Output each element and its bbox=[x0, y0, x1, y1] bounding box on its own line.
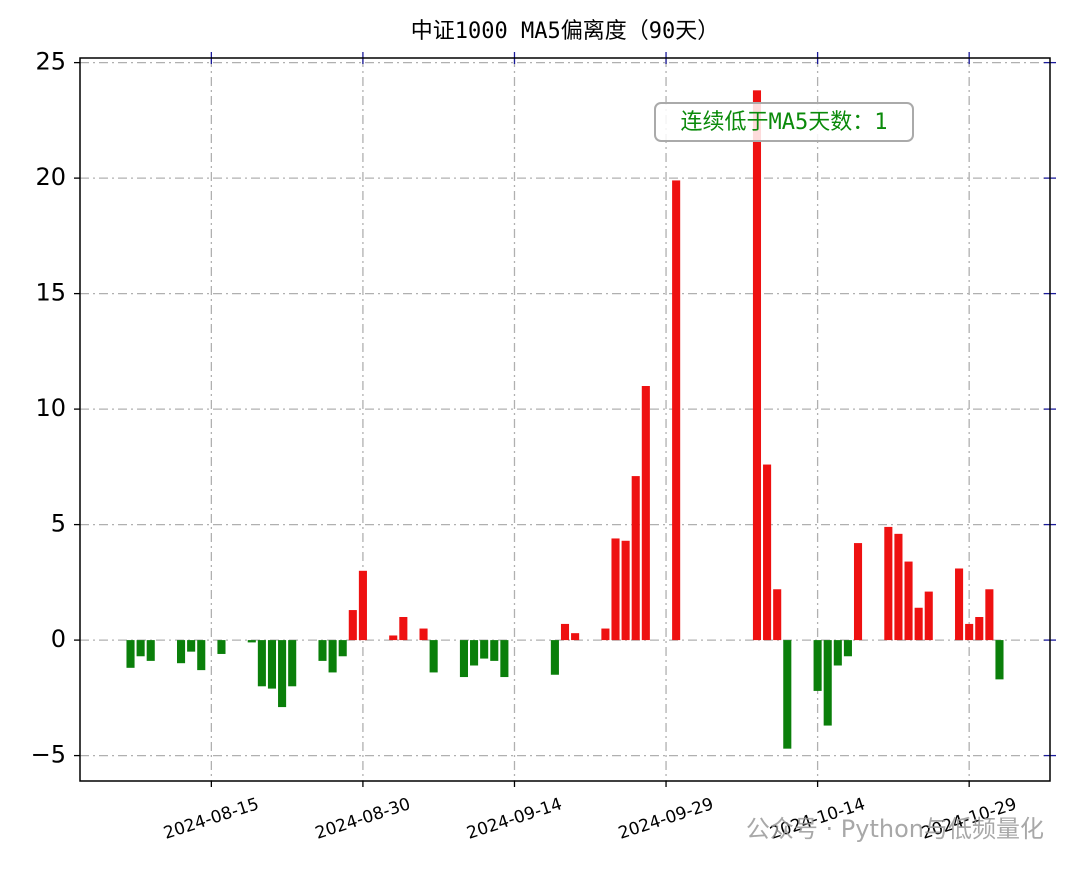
bar bbox=[894, 533, 903, 641]
bar bbox=[985, 589, 994, 641]
bar bbox=[177, 640, 186, 664]
bar bbox=[914, 607, 923, 641]
bar bbox=[146, 640, 155, 661]
bar bbox=[459, 640, 468, 678]
bar bbox=[995, 640, 1004, 680]
bar bbox=[348, 610, 357, 641]
bar bbox=[550, 640, 559, 675]
bar bbox=[358, 570, 367, 641]
x-tick-label: 2024-09-29 bbox=[616, 794, 716, 844]
bar bbox=[843, 640, 852, 657]
bar bbox=[813, 640, 822, 691]
bar bbox=[419, 628, 428, 641]
bar bbox=[904, 561, 913, 641]
bar bbox=[490, 640, 499, 661]
bar bbox=[257, 640, 266, 687]
bar bbox=[783, 640, 792, 749]
bar bbox=[389, 635, 398, 641]
bar bbox=[136, 640, 145, 657]
x-tick-label: 2024-08-30 bbox=[313, 794, 413, 844]
bar bbox=[560, 623, 570, 641]
y-tick-label: 15 bbox=[35, 279, 66, 307]
bar bbox=[480, 640, 489, 659]
bar bbox=[247, 640, 256, 643]
bar bbox=[641, 386, 650, 641]
bar bbox=[752, 90, 762, 641]
bar bbox=[884, 526, 893, 641]
bar bbox=[328, 640, 337, 673]
bar bbox=[571, 633, 580, 641]
y-tick-label: 0 bbox=[51, 625, 66, 653]
y-tick-label: 10 bbox=[35, 394, 66, 422]
bar bbox=[318, 640, 327, 661]
y-tick-label: 5 bbox=[51, 510, 66, 538]
chart-title: 中证1000 MA5偏离度（90天） bbox=[411, 19, 719, 44]
bar bbox=[672, 180, 681, 641]
bar bbox=[631, 476, 640, 641]
annotation-box bbox=[654, 102, 914, 142]
bar bbox=[955, 568, 964, 641]
bar bbox=[621, 540, 630, 641]
plot-frame bbox=[79, 57, 1051, 782]
bar bbox=[217, 640, 226, 654]
bar bbox=[197, 640, 206, 671]
bar bbox=[773, 589, 782, 641]
bar bbox=[288, 640, 297, 687]
x-tick-label: 2024-09-14 bbox=[464, 794, 564, 844]
bar bbox=[126, 640, 135, 668]
x-tick-label: 2024-08-15 bbox=[161, 794, 261, 844]
y-tick-label: −5 bbox=[31, 741, 66, 769]
bar bbox=[500, 640, 509, 678]
bar bbox=[278, 640, 287, 708]
bar bbox=[187, 640, 196, 652]
bar bbox=[470, 640, 479, 666]
bar bbox=[823, 640, 832, 726]
bar bbox=[924, 591, 933, 641]
bar bbox=[853, 543, 863, 641]
bar bbox=[611, 538, 620, 641]
bar bbox=[267, 640, 277, 689]
bar bbox=[763, 464, 772, 641]
bar bbox=[975, 616, 984, 641]
bar bbox=[338, 640, 347, 657]
watermark: 公众号 · Python与低频量化 bbox=[746, 815, 1044, 843]
y-tick-label: 20 bbox=[35, 163, 66, 191]
bar bbox=[965, 623, 974, 641]
annotation: 连续低于MA5天数：1 bbox=[681, 110, 888, 135]
bar bbox=[601, 628, 610, 641]
y-tick-label: 25 bbox=[35, 48, 66, 76]
bar bbox=[429, 640, 438, 673]
bar bbox=[833, 640, 842, 666]
bar bbox=[399, 616, 408, 641]
